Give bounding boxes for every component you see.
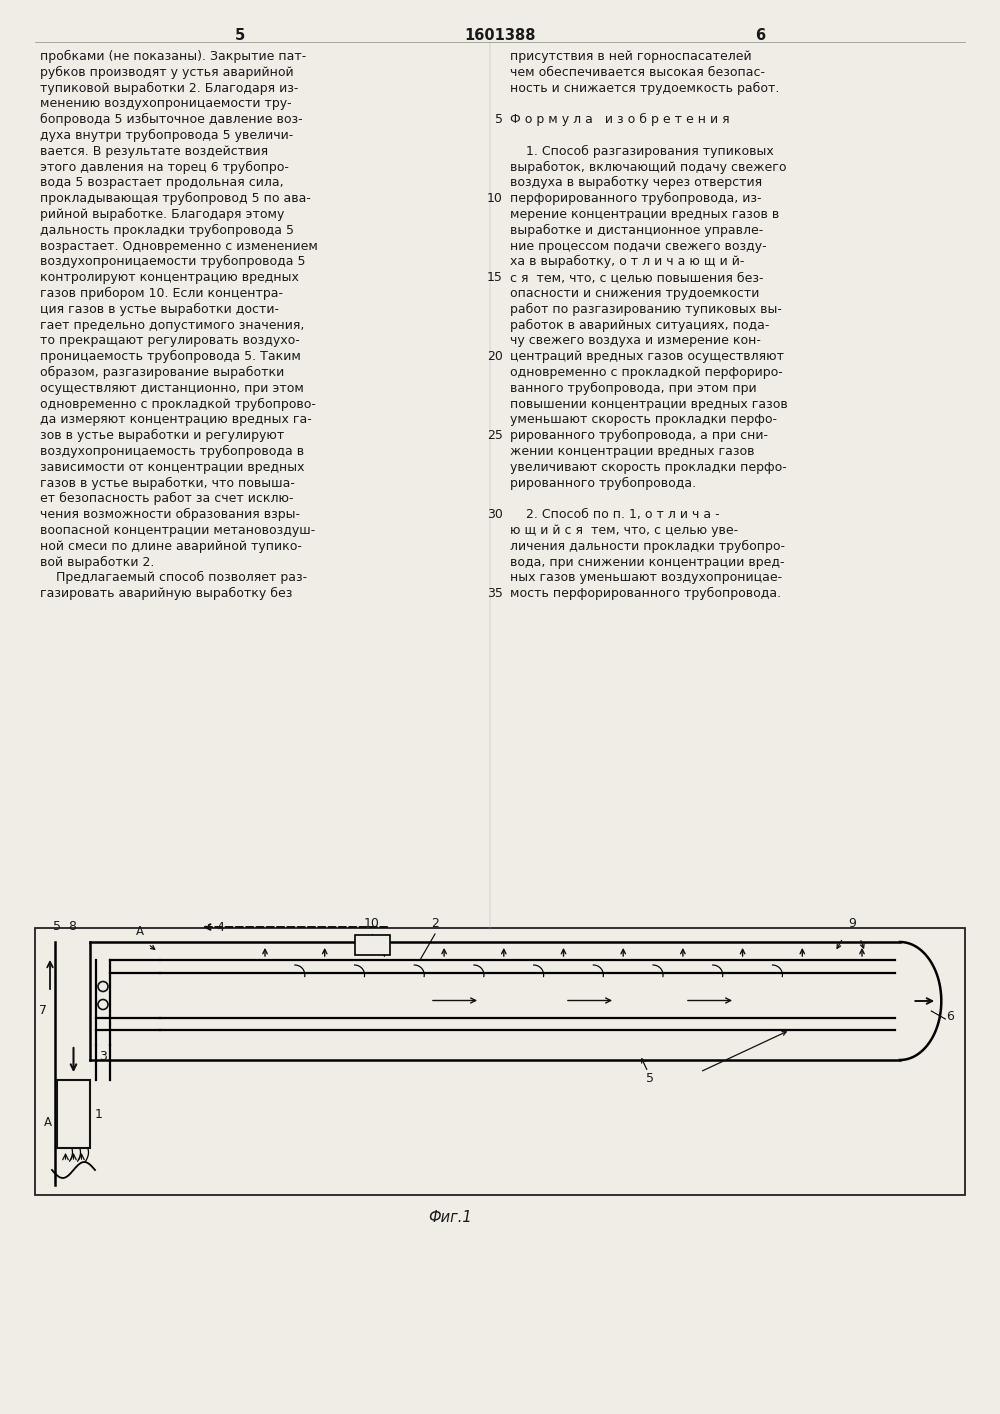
Text: ет безопасность работ за счет исклю-: ет безопасность работ за счет исклю-: [40, 492, 294, 505]
Text: ние процессом подачи свежего возду-: ние процессом подачи свежего возду-: [510, 239, 767, 253]
Text: 5: 5: [495, 113, 503, 126]
Text: увеличивают скорость прокладки перфо-: увеличивают скорость прокладки перфо-: [510, 461, 787, 474]
Text: одновременно с прокладкой трубопрово-: одновременно с прокладкой трубопрово-: [40, 397, 316, 410]
Text: 5: 5: [646, 1072, 654, 1085]
Text: уменьшают скорость прокладки перфо-: уменьшают скорость прокладки перфо-: [510, 413, 777, 427]
Text: A: A: [136, 925, 144, 937]
Text: Фиг.1: Фиг.1: [428, 1210, 472, 1225]
Text: газов в устье выработки, что повыша-: газов в устье выработки, что повыша-: [40, 477, 295, 489]
Text: 6: 6: [755, 28, 765, 42]
Text: центраций вредных газов осуществляют: центраций вредных газов осуществляют: [510, 351, 784, 363]
Text: 5: 5: [235, 28, 245, 42]
Text: да измеряют концентрацию вредных га-: да измеряют концентрацию вредных га-: [40, 413, 312, 427]
Text: менению воздухопроницаемости тру-: менению воздухопроницаемости тру-: [40, 98, 292, 110]
Text: газов прибором 10. Если концентра-: газов прибором 10. Если концентра-: [40, 287, 283, 300]
Text: воздухопроницаемость трубопровода в: воздухопроницаемость трубопровода в: [40, 445, 304, 458]
Text: выработке и дистанционное управле-: выработке и дистанционное управле-: [510, 223, 763, 238]
Text: выработок, включающий подачу свежего: выработок, включающий подачу свежего: [510, 161, 786, 174]
Text: контролируют концентрацию вредных: контролируют концентрацию вредных: [40, 271, 299, 284]
Text: A: A: [44, 1116, 52, 1128]
Text: пробками (не показаны). Закрытие пат-: пробками (не показаны). Закрытие пат-: [40, 49, 306, 64]
Bar: [35, 928, 965, 1195]
Text: вода 5 возрастает продольная сила,: вода 5 возрастает продольная сила,: [40, 177, 284, 189]
Text: чем обеспечивается высокая безопас-: чем обеспечивается высокая безопас-: [510, 66, 765, 79]
Text: 35: 35: [487, 587, 503, 600]
Text: вой выработки 2.: вой выработки 2.: [40, 556, 154, 568]
Text: рированного трубопровода.: рированного трубопровода.: [510, 477, 696, 489]
Text: прокладывающая трубопровод 5 по ава-: прокладывающая трубопровод 5 по ава-: [40, 192, 311, 205]
Text: 2. Способ по п. 1, о т л и ч а -: 2. Способ по п. 1, о т л и ч а -: [510, 508, 720, 522]
Text: воздухопроницаемости трубопровода 5: воздухопроницаемости трубопровода 5: [40, 256, 306, 269]
Text: одновременно с прокладкой перфориро-: одновременно с прокладкой перфориро-: [510, 366, 783, 379]
Text: ной смеси по длине аварийной тупико-: ной смеси по длине аварийной тупико-: [40, 540, 302, 553]
Text: присутствия в ней горноспасателей: присутствия в ней горноспасателей: [510, 49, 752, 64]
Text: зов в устье выработки и регулируют: зов в устье выработки и регулируют: [40, 430, 284, 443]
Text: мерение концентрации вредных газов в: мерение концентрации вредных газов в: [510, 208, 779, 221]
Text: ю щ и й с я  тем, что, с целью уве-: ю щ и й с я тем, что, с целью уве-: [510, 525, 738, 537]
Text: вода, при снижении концентрации вред-: вода, при снижении концентрации вред-: [510, 556, 784, 568]
Circle shape: [98, 981, 108, 991]
Text: 6: 6: [946, 1010, 954, 1022]
Text: 10: 10: [487, 192, 503, 205]
Text: воздуха в выработку через отверстия: воздуха в выработку через отверстия: [510, 177, 762, 189]
Bar: [355, 935, 390, 954]
Text: Ф о р м у л а   и з о б р е т е н и я: Ф о р м у л а и з о б р е т е н и я: [510, 113, 730, 126]
Text: рированного трубопровода, а при сни-: рированного трубопровода, а при сни-: [510, 430, 768, 443]
Text: рубков производят у устья аварийной: рубков производят у устья аварийной: [40, 66, 294, 79]
Text: мость перфорированного трубопровода.: мость перфорированного трубопровода.: [510, 587, 781, 601]
Text: ванного трубопровода, при этом при: ванного трубопровода, при этом при: [510, 382, 757, 395]
Bar: [57, 1080, 90, 1148]
Text: 3: 3: [99, 1051, 107, 1063]
Text: повышении концентрации вредных газов: повышении концентрации вредных газов: [510, 397, 788, 410]
Text: ция газов в устье выработки дости-: ция газов в устье выработки дости-: [40, 303, 279, 315]
Text: 9: 9: [848, 918, 856, 930]
Text: ха в выработку, о т л и ч а ю щ и й-: ха в выработку, о т л и ч а ю щ и й-: [510, 256, 744, 269]
Text: гает предельно допустимого значения,: гает предельно допустимого значения,: [40, 318, 304, 332]
Text: проницаемость трубопровода 5. Таким: проницаемость трубопровода 5. Таким: [40, 351, 301, 363]
Text: 1: 1: [95, 1107, 103, 1120]
Text: 1601388: 1601388: [464, 28, 536, 42]
Text: 20: 20: [487, 351, 503, 363]
Text: зависимости от концентрации вредных: зависимости от концентрации вредных: [40, 461, 304, 474]
Text: 7: 7: [39, 1004, 47, 1018]
Text: 5: 5: [53, 921, 61, 933]
Text: ность и снижается трудоемкость работ.: ность и снижается трудоемкость работ.: [510, 82, 779, 95]
Text: с я  тем, что, с целью повышения без-: с я тем, что, с целью повышения без-: [510, 271, 764, 284]
Circle shape: [98, 1000, 108, 1010]
Text: бопровода 5 избыточное давление воз-: бопровода 5 избыточное давление воз-: [40, 113, 303, 126]
Text: воопасной концентрации метановоздуш-: воопасной концентрации метановоздуш-: [40, 525, 315, 537]
Text: работок в аварийных ситуациях, пода-: работок в аварийных ситуациях, пода-: [510, 318, 769, 332]
Text: работ по разгазированию тупиковых вы-: работ по разгазированию тупиковых вы-: [510, 303, 782, 315]
Text: перфорированного трубопровода, из-: перфорированного трубопровода, из-: [510, 192, 762, 205]
Text: жении концентрации вредных газов: жении концентрации вредных газов: [510, 445, 755, 458]
Text: духа внутри трубопровода 5 увеличи-: духа внутри трубопровода 5 увеличи-: [40, 129, 293, 141]
Text: 1. Способ разгазирования тупиковых: 1. Способ разгазирования тупиковых: [510, 144, 774, 158]
Text: вается. В результате воздействия: вается. В результате воздействия: [40, 144, 268, 158]
Text: дальность прокладки трубопровода 5: дальность прокладки трубопровода 5: [40, 223, 294, 238]
Text: Предлагаемый способ позволяет раз-: Предлагаемый способ позволяет раз-: [40, 571, 307, 584]
Text: 4: 4: [216, 921, 224, 935]
Text: чу свежего воздуха и измерение кон-: чу свежего воздуха и измерение кон-: [510, 334, 761, 348]
Text: личения дальности прокладки трубопро-: личения дальности прокладки трубопро-: [510, 540, 785, 553]
Text: опасности и снижения трудоемкости: опасности и снижения трудоемкости: [510, 287, 759, 300]
Text: то прекращают регулировать воздухо-: то прекращают регулировать воздухо-: [40, 334, 300, 348]
Text: осуществляют дистанционно, при этом: осуществляют дистанционно, при этом: [40, 382, 304, 395]
Text: рийной выработке. Благодаря этому: рийной выработке. Благодаря этому: [40, 208, 284, 221]
Text: 8: 8: [68, 921, 76, 933]
Text: 25: 25: [487, 430, 503, 443]
Text: 10: 10: [364, 918, 380, 930]
Text: этого давления на торец 6 трубопро-: этого давления на торец 6 трубопро-: [40, 161, 289, 174]
Text: чения возможности образования взры-: чения возможности образования взры-: [40, 508, 300, 522]
Text: 15: 15: [487, 271, 503, 284]
Text: 2: 2: [431, 918, 439, 930]
Text: ных газов уменьшают воздухопроницае-: ных газов уменьшают воздухопроницае-: [510, 571, 782, 584]
Text: тупиковой выработки 2. Благодаря из-: тупиковой выработки 2. Благодаря из-: [40, 82, 298, 95]
Text: газировать аварийную выработку без: газировать аварийную выработку без: [40, 587, 292, 601]
Text: возрастает. Одновременно с изменением: возрастает. Одновременно с изменением: [40, 239, 318, 253]
Text: образом, разгазирование выработки: образом, разгазирование выработки: [40, 366, 284, 379]
Text: 30: 30: [487, 508, 503, 522]
